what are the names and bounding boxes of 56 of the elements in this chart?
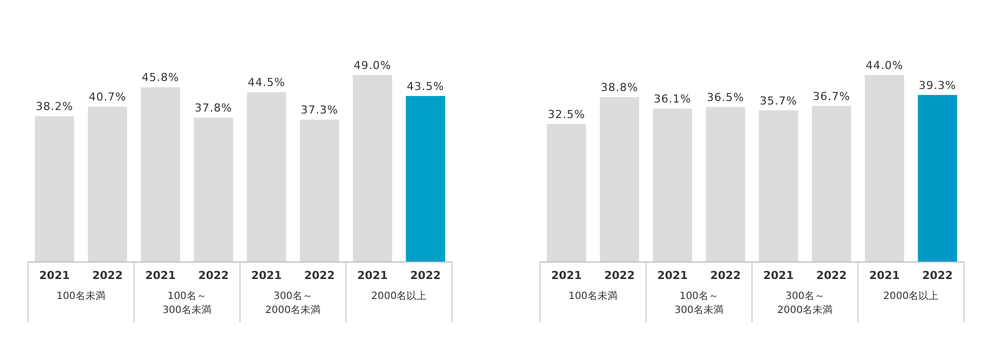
x-tick-label: 2021 bbox=[251, 269, 282, 282]
data-label: 49.0% bbox=[354, 59, 392, 72]
text: 300名～2000名未満 bbox=[777, 290, 833, 316]
text: 100名未満 bbox=[56, 290, 106, 302]
data-label: 37.3% bbox=[300, 104, 338, 117]
x-tick-label: 2021 bbox=[869, 269, 900, 282]
data-label: 36.1% bbox=[654, 92, 692, 106]
x-tick-label: 2022 bbox=[410, 269, 441, 282]
x-tick-label: 2022 bbox=[922, 269, 953, 282]
x-tick-label: 2021 bbox=[39, 269, 70, 282]
bar bbox=[918, 94, 958, 262]
data-label: 32.5% bbox=[548, 108, 586, 121]
data-label: 40.7% bbox=[88, 90, 126, 104]
bar bbox=[812, 106, 852, 262]
data-label: 45.8% bbox=[142, 71, 180, 84]
bar bbox=[140, 87, 180, 262]
text: 300名～2000名未満 bbox=[265, 290, 321, 316]
bar bbox=[546, 124, 586, 262]
bar bbox=[864, 75, 904, 262]
data-label: 39.3% bbox=[918, 78, 956, 92]
data-label: 36.5% bbox=[706, 90, 744, 104]
x-tick-label: 2021 bbox=[357, 269, 388, 282]
x-tick-label: 2021 bbox=[551, 269, 582, 282]
bar bbox=[88, 106, 128, 262]
text: 2000名以上 bbox=[371, 290, 427, 302]
data-label: 43.5% bbox=[406, 80, 444, 93]
bar bbox=[300, 120, 340, 262]
x-tick-label: 2022 bbox=[710, 269, 741, 282]
x-tick-label: 2022 bbox=[92, 269, 123, 282]
x-tick-label: 2021 bbox=[145, 269, 176, 282]
bar bbox=[600, 97, 640, 262]
bar bbox=[706, 106, 746, 262]
bar bbox=[246, 92, 286, 262]
data-label: 38.2% bbox=[36, 100, 74, 114]
text: 100名未満 bbox=[568, 290, 618, 302]
bar bbox=[194, 118, 234, 262]
data-label: 44.5% bbox=[248, 76, 286, 90]
bar bbox=[758, 110, 798, 262]
bar bbox=[352, 75, 392, 262]
x-tick-label: 2021 bbox=[763, 269, 794, 282]
x-tick-label: 2022 bbox=[604, 269, 635, 282]
x-tick-label: 2022 bbox=[198, 269, 229, 282]
x-tick-label: 2022 bbox=[304, 269, 335, 282]
text: 100名～300名未満 bbox=[162, 290, 212, 316]
text: 100名～300名未満 bbox=[674, 290, 724, 316]
data-label: 38.8% bbox=[600, 81, 638, 94]
data-label: 37.8% bbox=[194, 102, 232, 115]
text: 2000名以上 bbox=[883, 290, 939, 302]
data-label: 44.0% bbox=[866, 59, 904, 72]
bar bbox=[34, 116, 74, 262]
bar bbox=[652, 108, 692, 262]
data-label: 36.7% bbox=[812, 90, 850, 104]
data-label: 35.7% bbox=[760, 94, 798, 108]
bar bbox=[406, 96, 446, 262]
x-tick-label: 2022 bbox=[816, 269, 847, 282]
x-tick-label: 2021 bbox=[657, 269, 688, 282]
